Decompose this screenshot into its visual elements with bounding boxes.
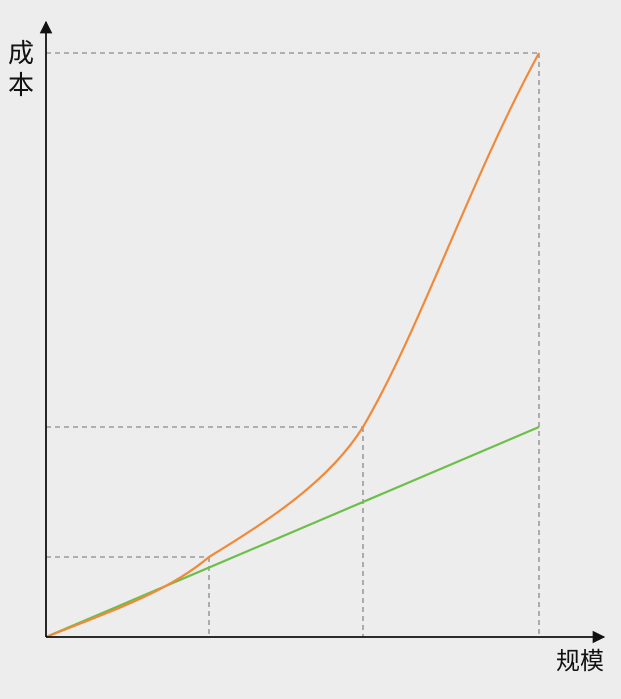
y-axis-label: 成 本 [6, 38, 36, 102]
y-axis-label-char: 成 [7, 39, 34, 69]
accelerating-cost-curve [45, 52, 540, 639]
x-axis-label: 规模 [556, 647, 604, 675]
linear-cost-line [45, 425, 540, 639]
y-axis-label-char: 本 [7, 71, 34, 101]
guide-lines [46, 52, 540, 637]
